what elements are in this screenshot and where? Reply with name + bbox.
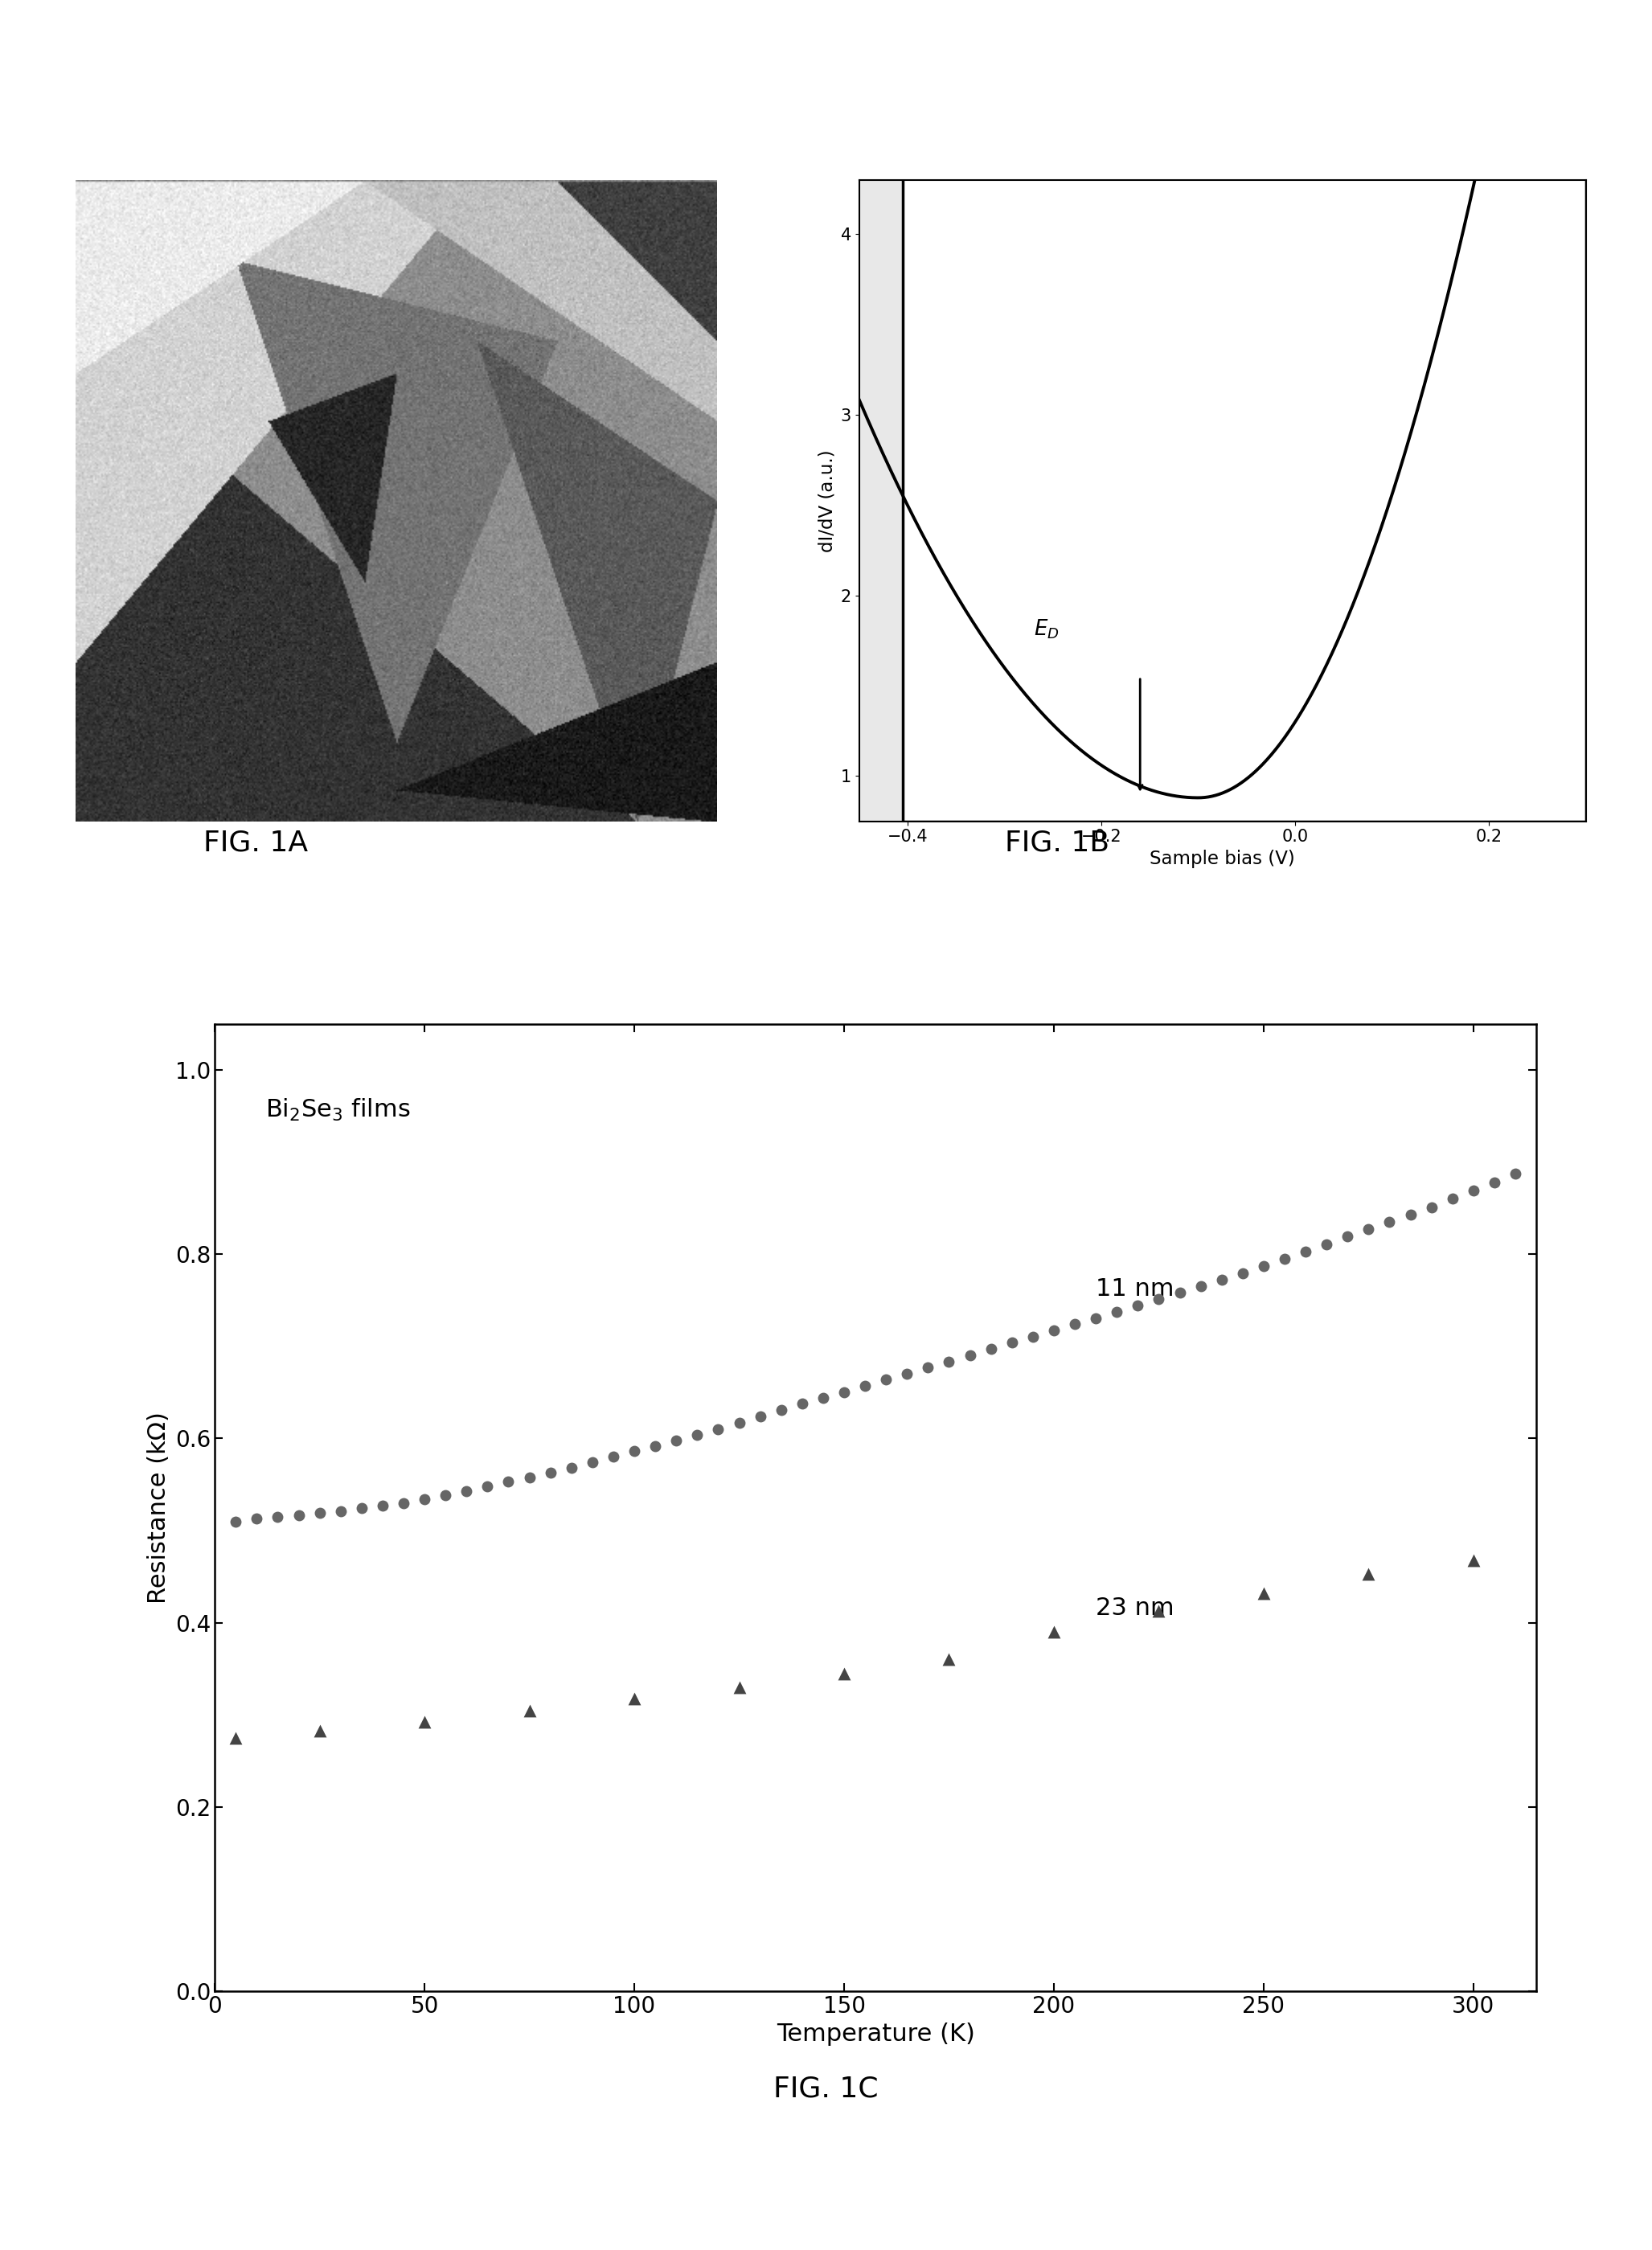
Point <box>725 1670 752 1706</box>
Point <box>999 1325 1026 1361</box>
Point <box>1376 1204 1403 1240</box>
Point <box>1335 1220 1361 1256</box>
Point <box>935 1642 961 1678</box>
Point <box>915 1350 942 1386</box>
Point <box>1398 1197 1424 1233</box>
Point <box>747 1397 773 1433</box>
Point <box>809 1379 836 1415</box>
Point <box>1460 1172 1487 1208</box>
Point <box>725 1404 752 1440</box>
Point <box>243 1501 269 1537</box>
Point <box>768 1393 795 1429</box>
Point <box>390 1485 416 1521</box>
Point <box>349 1490 375 1526</box>
Point <box>684 1418 710 1454</box>
Point <box>621 1433 648 1469</box>
Point <box>1041 1613 1067 1649</box>
Point <box>1313 1226 1340 1262</box>
Y-axis label: Resistance (kΩ): Resistance (kΩ) <box>147 1411 170 1604</box>
Point <box>1145 1280 1171 1316</box>
Point <box>643 1429 669 1465</box>
Point <box>1062 1307 1089 1343</box>
Y-axis label: dI/dV (a.u.): dI/dV (a.u.) <box>818 450 836 551</box>
Point <box>790 1386 816 1422</box>
X-axis label: Temperature (K): Temperature (K) <box>776 2023 975 2045</box>
Point <box>600 1438 626 1474</box>
Point <box>1355 1210 1381 1246</box>
Point <box>662 1422 689 1458</box>
Text: 11 nm: 11 nm <box>1095 1278 1175 1300</box>
Point <box>515 1692 542 1728</box>
Point <box>1229 1256 1256 1291</box>
Point <box>872 1361 899 1397</box>
Point <box>621 1681 648 1717</box>
Point <box>1125 1287 1151 1323</box>
Point <box>1292 1233 1318 1269</box>
Point <box>558 1449 585 1485</box>
Point <box>1502 1156 1528 1192</box>
Point <box>852 1368 879 1404</box>
X-axis label: Sample bias (V): Sample bias (V) <box>1150 850 1295 868</box>
Point <box>264 1498 291 1534</box>
Point <box>370 1487 396 1523</box>
Point <box>1251 1249 1277 1285</box>
Point <box>453 1474 479 1510</box>
Point <box>1460 1541 1487 1577</box>
Point <box>1251 1575 1277 1611</box>
Point <box>1188 1269 1214 1305</box>
Point <box>223 1719 249 1755</box>
Point <box>1104 1294 1130 1330</box>
Point <box>957 1336 983 1372</box>
Point <box>1145 1593 1171 1629</box>
Point <box>306 1712 332 1748</box>
Point <box>411 1703 438 1739</box>
Point <box>1272 1240 1298 1276</box>
Point <box>474 1469 501 1505</box>
Text: FIG. 1C: FIG. 1C <box>773 2074 879 2104</box>
Point <box>1209 1262 1236 1298</box>
Point <box>894 1357 920 1393</box>
Point <box>580 1444 606 1480</box>
Point <box>1355 1555 1381 1591</box>
Point <box>705 1411 732 1447</box>
Point <box>1166 1276 1193 1312</box>
Point <box>831 1656 857 1692</box>
Text: FIG. 1A: FIG. 1A <box>203 828 309 857</box>
Point <box>1019 1318 1046 1354</box>
Point <box>537 1454 563 1490</box>
Point <box>1439 1181 1465 1217</box>
Point <box>1482 1163 1508 1199</box>
Point <box>935 1343 961 1379</box>
Point <box>515 1458 542 1494</box>
Point <box>327 1494 354 1530</box>
Point <box>433 1478 459 1514</box>
Text: 23 nm: 23 nm <box>1095 1598 1175 1620</box>
Text: $\mathrm{Bi_2Se_3}$ films: $\mathrm{Bi_2Se_3}$ films <box>264 1098 410 1123</box>
Text: FIG. 1B: FIG. 1B <box>1004 828 1110 857</box>
Point <box>223 1503 249 1539</box>
Point <box>831 1375 857 1411</box>
Point <box>1419 1188 1446 1224</box>
Point <box>496 1465 522 1501</box>
Text: $E_D$: $E_D$ <box>1034 616 1059 641</box>
Point <box>1082 1300 1108 1336</box>
Point <box>978 1332 1004 1368</box>
Point <box>306 1494 332 1530</box>
Point <box>411 1480 438 1517</box>
Point <box>286 1496 312 1532</box>
Point <box>1041 1312 1067 1348</box>
